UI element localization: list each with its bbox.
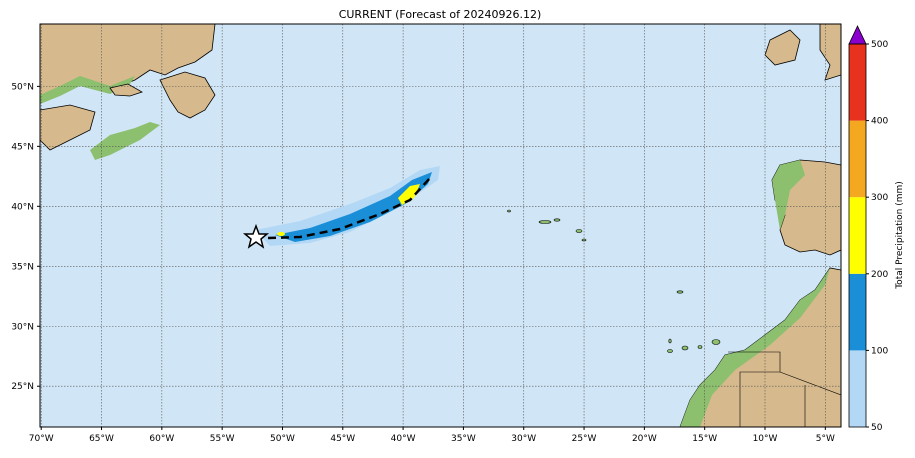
- colorbar-segment: [849, 44, 866, 121]
- x-tick-label: 65°W: [89, 434, 114, 444]
- x-tick-label: 50°W: [270, 434, 295, 444]
- precipitation-swath: [242, 166, 440, 249]
- x-tick-label: 55°W: [210, 434, 235, 444]
- x-tick-label: 10°W: [753, 434, 778, 444]
- x-tick-label: 40°W: [391, 434, 416, 444]
- colorbar-tick-label: 100: [871, 346, 888, 356]
- graticule: [40, 24, 841, 427]
- colorbar-extension: [848, 25, 867, 45]
- colorbar-tick-label: 50: [871, 423, 883, 433]
- colorbar-frame: [848, 43, 867, 428]
- colorbar-segment: [849, 197, 866, 274]
- colorbar-label: Total Precipitation (mm): [895, 181, 905, 290]
- y-tick-label: 45°N: [11, 142, 34, 152]
- colorbar-segment: [849, 120, 866, 198]
- colorbar-tick-label: 500: [871, 40, 888, 50]
- colorbar-tick-label: 200: [871, 270, 888, 280]
- y-tick-label: 30°N: [11, 322, 34, 332]
- x-tick-label: 15°W: [692, 434, 717, 444]
- map-title: CURRENT (Forecast of 20240926.12): [339, 8, 542, 21]
- y-tick-label: 50°N: [11, 82, 34, 92]
- colorbar-tick-label: 300: [871, 193, 888, 203]
- x-tick-label: 30°W: [511, 434, 536, 444]
- colorbar-segment: [849, 273, 866, 351]
- y-tick-label: 35°N: [11, 262, 34, 272]
- y-tick-label: 40°N: [11, 202, 34, 212]
- land: [40, 24, 841, 427]
- map-frame: [39, 23, 842, 428]
- colorbar: 50 100 200 300 400 500: [848, 25, 888, 433]
- x-tick-label: 35°W: [451, 434, 476, 444]
- y-tick-label: 25°N: [11, 382, 34, 392]
- x-tick-label: 20°W: [632, 434, 657, 444]
- colorbar-segment: [849, 350, 866, 427]
- x-tick-label: 5°W: [816, 434, 835, 444]
- x-tick-label: 60°W: [149, 434, 174, 444]
- x-tick-label: 70°W: [29, 434, 54, 444]
- colorbar-tick-label: 400: [871, 117, 888, 127]
- x-tick-label: 45°W: [330, 434, 355, 444]
- x-tick-label: 25°W: [572, 434, 597, 444]
